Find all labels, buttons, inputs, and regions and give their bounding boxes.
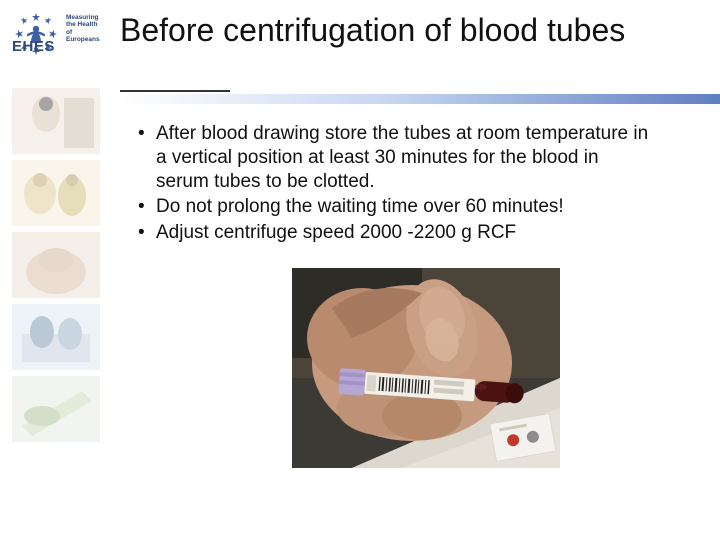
logo-tagline-line: the Health of: [66, 21, 104, 36]
thumb-5: [12, 376, 100, 442]
title-underline: [120, 90, 230, 92]
logo-acronym: EHES: [12, 38, 55, 55]
logo-tagline-line: Europeans: [66, 36, 104, 43]
main-photo: [292, 268, 560, 468]
thumb-3: [12, 232, 100, 298]
thumb-2: [12, 160, 100, 226]
bullet-list: After blood drawing store the tubes at r…: [134, 122, 654, 247]
divider-gradient: [120, 94, 720, 104]
logo-tagline: Measuring the Health of Europeans: [66, 14, 104, 44]
bullet-item: Do not prolong the waiting time over 60 …: [134, 195, 654, 219]
bullet-item: After blood drawing store the tubes at r…: [134, 122, 654, 193]
logo-tagline-line: Measuring: [66, 14, 104, 21]
thumb-4: [12, 304, 100, 370]
sidebar-thumbnails: [12, 88, 100, 442]
bullet-item: Adjust centrifuge speed 2000 -2200 g RCF: [134, 221, 654, 245]
slide-title: Before centrifugation of blood tubes: [120, 12, 660, 49]
thumb-1: [12, 88, 100, 154]
